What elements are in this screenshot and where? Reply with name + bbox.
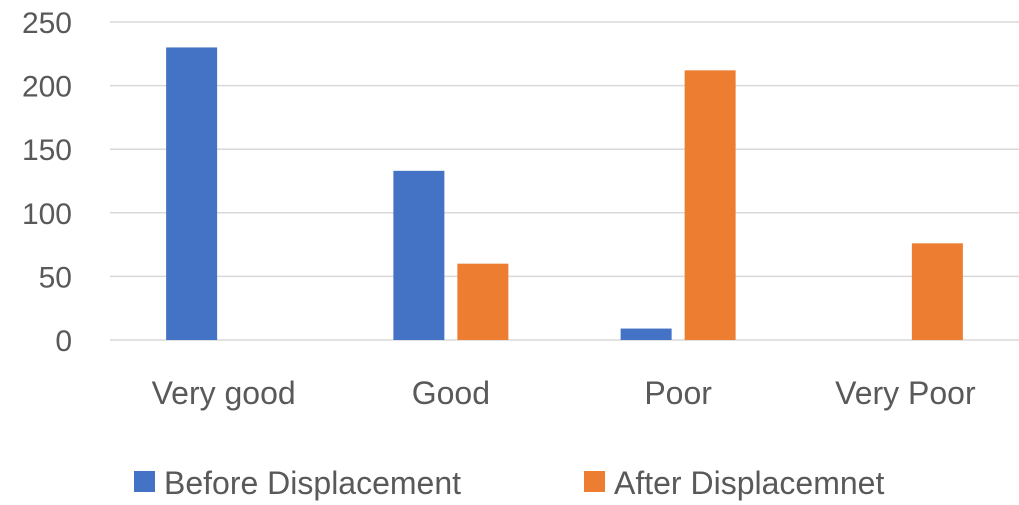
y-tick-label: 200: [22, 71, 72, 104]
gridlines: [110, 21, 1019, 341]
y-tick-label: 100: [22, 198, 72, 231]
category-label: Very good: [152, 375, 296, 411]
legend-swatch: [584, 471, 605, 492]
bar-after-3: [911, 243, 963, 340]
y-tick-label: 250: [22, 7, 72, 40]
y-axis-tick-labels: 0 50 100 150 200 250: [22, 7, 72, 358]
y-tick-label: 50: [39, 261, 72, 294]
y-tick-label: 150: [22, 134, 72, 167]
category-label: Poor: [644, 375, 712, 411]
bar-before-1: [393, 170, 445, 340]
legend-label: After Displacemnet: [614, 465, 884, 501]
category-label: Good: [412, 375, 490, 411]
category-label: Very Poor: [835, 375, 976, 411]
legend-label: Before Displacement: [164, 465, 461, 501]
bar-after-1: [457, 263, 509, 340]
y-tick-label: 0: [55, 325, 72, 358]
x-axis-category-labels: Very good Good Poor Very Poor: [152, 375, 976, 411]
legend-swatch: [134, 471, 155, 492]
bar-after-2: [684, 70, 736, 340]
bars: [166, 47, 963, 340]
legend: Before Displacement After Displacemnet: [134, 465, 884, 501]
bar-before-2: [620, 328, 672, 340]
bar-before-0: [166, 47, 218, 340]
